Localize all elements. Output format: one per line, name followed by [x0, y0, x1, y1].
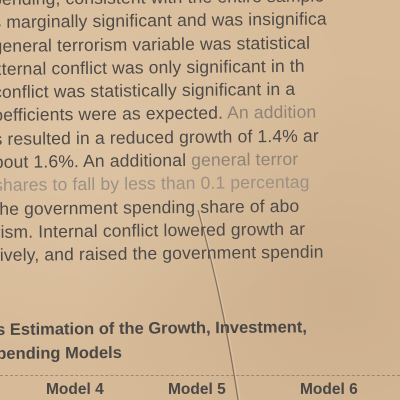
body-paragraph: pending, consistent with the entire samp…: [0, 0, 327, 266]
header-model-5: Model 5: [168, 381, 226, 398]
table-title: s Estimation of the Growth, Investment, …: [0, 314, 400, 366]
table-title-line-2: pending Models: [0, 343, 122, 363]
header-model-4: Model 4: [46, 381, 104, 398]
header-model-6: Model 6: [300, 381, 358, 398]
table-header-row: Model 4 Model 5 Model 6: [0, 381, 400, 400]
table-top-rule: [0, 375, 400, 376]
text-line-12: tively, and raised the government spendi…: [0, 241, 324, 266]
table-title-line-1: s Estimation of the Growth, Investment,: [0, 318, 307, 339]
